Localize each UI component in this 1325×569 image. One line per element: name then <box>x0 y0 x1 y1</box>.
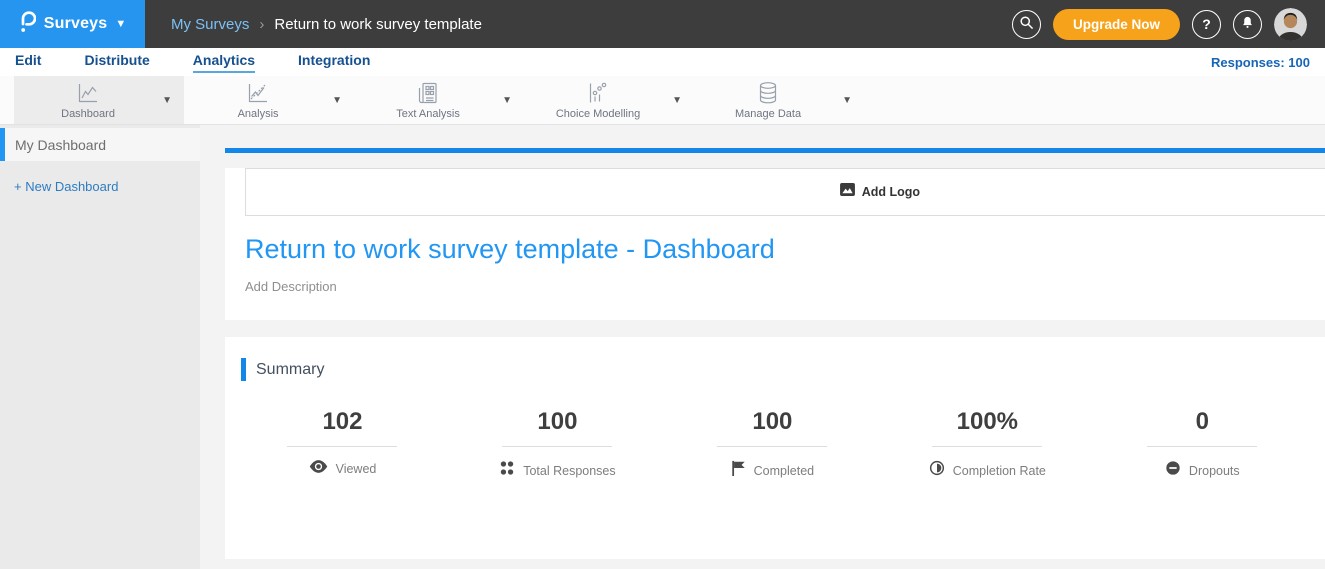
add-logo-label: Add Logo <box>861 185 921 199</box>
toolbar-item-label: Analysis <box>237 108 279 120</box>
breadcrumb: My Surveys › Return to work survey templ… <box>171 16 482 33</box>
image-icon <box>839 183 855 201</box>
stat-value: 100 <box>537 408 578 435</box>
stat-label: Completion Rate <box>952 463 1046 478</box>
new-dashboard-button[interactable]: + New Dashboard <box>14 179 119 194</box>
stat-viewed: 102 Viewed <box>235 408 450 481</box>
dashboard-sidebar: My Dashboard + New Dashboard <box>0 125 200 569</box>
add-description-placeholder[interactable]: Add Description <box>245 279 337 294</box>
breadcrumb-separator: › <box>259 15 265 33</box>
chevron-down-icon: ▼ <box>332 94 342 106</box>
notifications-button[interactable] <box>1233 9 1262 39</box>
toolbar-item-dashboard[interactable]: Dashboard ▼ <box>14 76 184 124</box>
top-bar: Surveys ▼ My Surveys › Return to work su… <box>0 0 1325 48</box>
stat-label: Viewed <box>335 462 377 476</box>
sidebar-item-my-dashboard[interactable]: My Dashboard <box>0 128 200 161</box>
responses-count: Responses: 100 <box>1211 54 1310 70</box>
upgrade-now-button[interactable]: Upgrade Now <box>1052 8 1180 40</box>
dashboard-header-card: Add Logo Return to work survey template … <box>225 168 1325 320</box>
avatar[interactable] <box>1274 7 1307 41</box>
stat-value: 102 <box>322 408 363 435</box>
dashboard-accent-strip <box>225 148 1325 153</box>
stat-label: Dropouts <box>1188 463 1240 478</box>
minus-circle-icon <box>1165 460 1181 481</box>
chevron-down-icon: ▼ <box>502 94 512 106</box>
dots-grid-icon <box>499 460 515 481</box>
search-icon <box>1019 15 1034 33</box>
dashboard-title[interactable]: Return to work survey template - Dashboa… <box>245 234 775 264</box>
summary-header: Summary <box>225 358 1325 381</box>
dashboard-chart-icon <box>75 80 101 106</box>
question-mark-icon: ? <box>1202 16 1211 32</box>
toolbar-item-choice-modelling[interactable]: Choice Modelling ▼ <box>524 76 694 124</box>
eye-icon <box>309 460 328 478</box>
stat-label: Completed <box>753 463 815 478</box>
stat-value: 100% <box>956 408 1019 435</box>
breadcrumb-current-survey: Return to work survey template <box>274 15 482 33</box>
toolbar-item-manage-data[interactable]: Manage Data ▼ <box>694 76 864 124</box>
sidebar-item-label: My Dashboard <box>15 136 107 153</box>
chevron-down-icon: ▼ <box>842 94 852 106</box>
stat-divider <box>287 446 398 447</box>
product-switcher[interactable]: Surveys ▼ <box>0 0 145 48</box>
stat-divider <box>502 446 613 447</box>
toolbar-item-label: Manage Data <box>735 108 802 120</box>
toolbar-item-label: Choice Modelling <box>555 108 641 120</box>
toolbar-item-text-analysis[interactable]: Text Analysis ▼ <box>354 76 524 124</box>
search-button[interactable] <box>1011 9 1041 39</box>
bell-icon <box>1240 15 1255 33</box>
analysis-chart-icon <box>245 80 271 106</box>
dashboard-main: Add Logo Return to work survey template … <box>200 125 1325 569</box>
toolbar-item-label: Dashboard <box>61 108 115 120</box>
summary-stats-row: 102 Viewed 100 <box>225 408 1325 481</box>
stat-dropouts: 0 Dropouts <box>1095 408 1310 481</box>
stat-completed: 100 Completed <box>665 408 880 481</box>
stat-total-responses: 100 Total Responses <box>450 408 665 481</box>
content-area: My Dashboard + New Dashboard Add Logo Re… <box>0 125 1325 569</box>
add-logo-dropzone[interactable]: Add Logo <box>245 168 1325 216</box>
survey-tab-bar: Edit Distribute Analytics Integration Re… <box>0 48 1325 76</box>
tab-integration[interactable]: Integration <box>298 51 371 68</box>
stat-divider <box>717 446 828 447</box>
stat-label: Total Responses <box>523 463 616 478</box>
summary-accent-bar <box>241 358 246 381</box>
flag-icon <box>731 460 746 481</box>
tab-distribute[interactable]: Distribute <box>84 51 150 68</box>
breadcrumb-my-surveys[interactable]: My Surveys <box>171 15 250 33</box>
analytics-toolbar: Dashboard ▼ Analysis ▼ <box>0 76 1325 125</box>
database-icon <box>755 80 781 106</box>
stat-divider <box>1147 446 1258 447</box>
tab-analytics[interactable]: Analytics <box>192 52 256 73</box>
stat-average-time: 2 mins Average Time <box>1310 408 1325 481</box>
product-name: Surveys <box>43 15 108 32</box>
choice-modelling-icon <box>585 80 611 106</box>
stat-value: 2 mins <box>1310 408 1325 436</box>
completion-rate-icon <box>929 460 945 481</box>
toolbar-item-analysis[interactable]: Analysis ▼ <box>184 76 354 124</box>
tab-edit[interactable]: Edit <box>15 51 42 68</box>
help-button[interactable]: ? <box>1192 9 1221 39</box>
stat-value: 0 <box>1195 408 1209 435</box>
stat-completion-rate: 100% Completion Rate <box>880 408 1095 481</box>
chevron-down-icon: ▼ <box>672 94 682 106</box>
stat-value: 100 <box>752 408 793 435</box>
summary-card: Summary 102 <box>225 337 1325 559</box>
summary-title: Summary <box>256 360 325 378</box>
toolbar-item-label: Text Analysis <box>396 108 460 120</box>
stat-divider <box>932 446 1043 447</box>
text-analysis-icon <box>415 80 441 106</box>
chevron-down-icon: ▼ <box>162 94 172 106</box>
chevron-down-icon: ▼ <box>115 18 127 30</box>
questionpro-logo-icon <box>19 10 37 38</box>
topbar-actions: Upgrade Now ? <box>1011 7 1325 41</box>
